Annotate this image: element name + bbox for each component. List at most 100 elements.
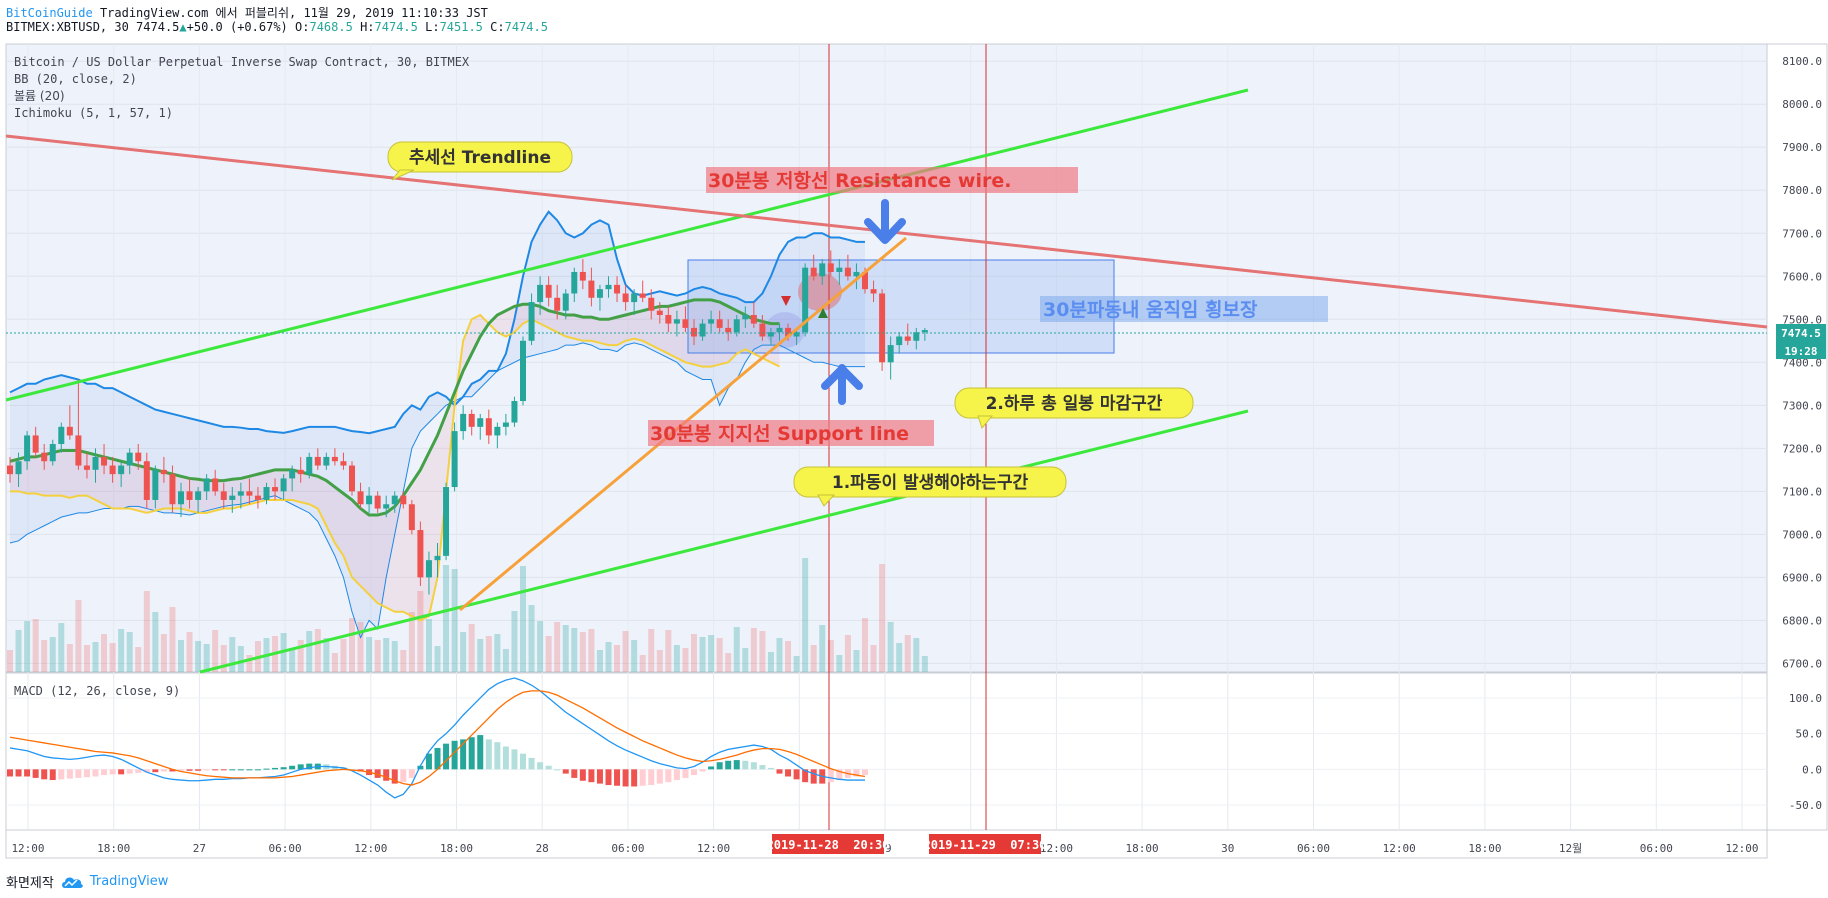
volume-bar xyxy=(750,628,757,672)
volume-bar xyxy=(913,638,920,672)
candle-body xyxy=(767,332,774,337)
macd-pane[interactable] xyxy=(5,672,1768,831)
price-tick-13: 6800.0 xyxy=(1782,614,1822,627)
legend-volume: 볼륨 (20) xyxy=(14,89,65,103)
candle-body xyxy=(143,461,150,500)
time-axis[interactable] xyxy=(5,829,1768,859)
macd-histogram-bar xyxy=(656,769,663,784)
candle-body xyxy=(904,336,911,341)
macd-histogram-bar xyxy=(425,753,432,770)
candle-body xyxy=(537,284,544,303)
candle-body xyxy=(126,452,133,466)
macd-histogram-bar xyxy=(460,739,467,770)
volume-bar xyxy=(605,642,612,672)
macd-histogram-bar xyxy=(802,769,809,783)
macd-histogram-bar xyxy=(408,769,415,778)
candle-body xyxy=(819,263,826,277)
price-chart-svg[interactable]: 추세선 Trendline 30분봉 저항선 Resistance wire. … xyxy=(0,0,1828,860)
volume-bar xyxy=(92,642,99,672)
macd-histogram-bar xyxy=(297,764,304,770)
footer: 화면제작 TradingView xyxy=(6,872,168,891)
volume-bar xyxy=(904,635,911,672)
candle-body xyxy=(391,495,398,505)
time-tick-4: 12:00 xyxy=(354,842,387,855)
macd-histogram-bar xyxy=(605,769,612,786)
macd-histogram-bar xyxy=(383,769,390,781)
volume-bar xyxy=(443,565,450,672)
candle-body xyxy=(622,293,629,303)
macd-histogram-bar xyxy=(725,760,732,770)
candle-body xyxy=(673,319,680,324)
legend-title: Bitcoin / US Dollar Perpetual Inverse Sw… xyxy=(14,55,470,69)
candle-body xyxy=(733,319,740,333)
macd-histogram-bar xyxy=(66,769,73,779)
time-tick-13: 18:00 xyxy=(1126,842,1159,855)
volume-bar xyxy=(639,655,646,672)
volume-bar xyxy=(767,652,774,672)
low-label: L: xyxy=(425,20,440,34)
macd-histogram-bar xyxy=(545,765,552,770)
volume-bar xyxy=(66,644,73,672)
candle-body xyxy=(443,487,450,556)
candle-body xyxy=(203,478,210,492)
volume-bar xyxy=(101,634,108,672)
range-callout: 30분파동내 움직임 횡보장 xyxy=(1040,296,1328,322)
volume-bar xyxy=(49,637,56,672)
legend-macd: MACD (12, 26, close, 9) xyxy=(14,684,180,698)
volume-bar xyxy=(785,641,792,672)
candle-body xyxy=(15,461,22,475)
brand-link[interactable]: BitCoinGuide xyxy=(6,6,93,20)
volume-bar xyxy=(417,591,424,672)
signal-line xyxy=(9,690,866,786)
macd-tick-0: 100.0 xyxy=(1789,692,1822,705)
candle-body xyxy=(195,491,202,500)
volume-bar xyxy=(827,640,834,672)
macd-histogram-bar xyxy=(306,763,313,770)
volume-bar xyxy=(708,635,715,672)
macd-histogram-bar xyxy=(494,742,501,770)
macd-histogram-bar xyxy=(143,769,150,773)
volume-bar xyxy=(160,634,167,672)
candle-body xyxy=(921,330,928,333)
candle-body xyxy=(596,289,603,298)
volume-bar xyxy=(648,629,655,672)
macd-histogram-bar xyxy=(391,769,398,784)
candle-body xyxy=(460,413,467,432)
price-axis[interactable] xyxy=(1766,43,1828,831)
macd-histogram-bar xyxy=(220,769,227,771)
published-text: TradingView.com 에서 퍼블리쉬, 11월 29, 2019 11… xyxy=(99,6,488,20)
blue-down-arrow-icon xyxy=(864,199,906,244)
candle-body xyxy=(58,426,65,445)
volume-bar xyxy=(844,635,851,672)
candle-body xyxy=(306,456,313,475)
volume-bar xyxy=(579,632,586,672)
candle-body xyxy=(417,530,424,578)
volume-bar xyxy=(673,645,680,672)
volume-bar xyxy=(408,612,415,672)
candle-body xyxy=(605,284,612,290)
price-tick-12: 6900.0 xyxy=(1782,571,1822,584)
volume-bar xyxy=(879,564,886,672)
candle-body xyxy=(434,555,441,561)
macd-histogram-bar xyxy=(596,769,603,784)
zone1-callout: 1.파동이 발생해야하는구간 xyxy=(793,466,1067,507)
macd-histogram-bar xyxy=(280,767,287,770)
macd-histogram-bar xyxy=(554,769,561,771)
volume-bar xyxy=(554,622,561,672)
time-tick-16: 12:00 xyxy=(1383,842,1416,855)
volume-bar xyxy=(528,605,535,672)
macd-histogram-bar xyxy=(699,769,706,772)
price-tick-11: 7000.0 xyxy=(1782,528,1822,541)
footer-made: 화면제작 xyxy=(6,876,54,891)
volume-bar xyxy=(502,649,509,672)
change-text: +50.0 (+0.67%) xyxy=(186,20,288,34)
footer-brand[interactable]: TradingView xyxy=(89,874,169,889)
volume-bar xyxy=(135,647,142,672)
price-tick-3: 7800.0 xyxy=(1782,184,1822,197)
price-pane[interactable] xyxy=(5,43,1768,673)
last-price-text: 7474.5 xyxy=(1781,327,1821,340)
volume-bar xyxy=(41,640,48,672)
volume-bar xyxy=(921,656,928,672)
candle-body xyxy=(879,293,886,363)
volume-bar xyxy=(169,607,176,672)
